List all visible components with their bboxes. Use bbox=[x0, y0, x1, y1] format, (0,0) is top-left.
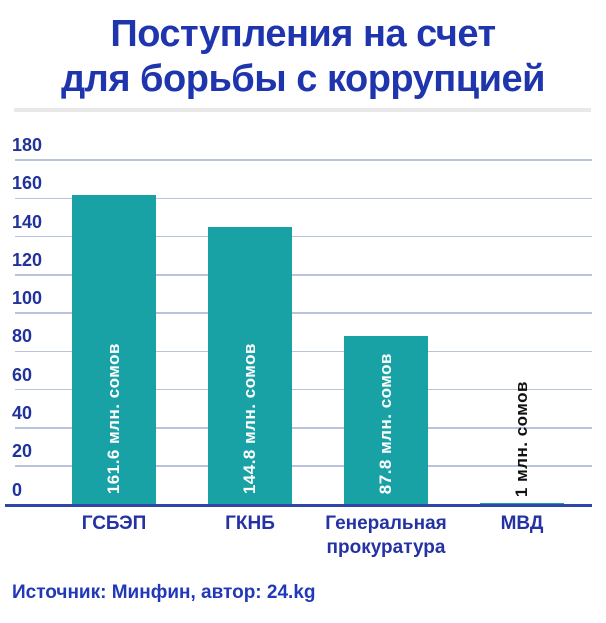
y-axis-tick-label: 140 bbox=[12, 211, 43, 232]
y-axis-tick-label: 120 bbox=[12, 249, 43, 270]
y-axis-tick-label: 180 bbox=[12, 135, 43, 155]
gridline bbox=[15, 350, 592, 353]
bar-value-label: 144.8 млн. сомов bbox=[240, 343, 259, 495]
gridline bbox=[15, 274, 592, 276]
gridline bbox=[15, 235, 592, 238]
gridline bbox=[15, 465, 592, 467]
gridline bbox=[15, 159, 592, 161]
y-axis-tick-label: 80 bbox=[12, 326, 33, 347]
chart-title-line1: Поступления на счет bbox=[110, 13, 496, 55]
bar-group: 161.6 млн. сомов ГСБЭП bbox=[46, 0, 182, 623]
y-axis-tick-label: 0 bbox=[12, 479, 23, 500]
bar bbox=[480, 502, 564, 505]
bar: 161.6 млн. сомов bbox=[72, 195, 156, 505]
bar-value-label-wrap: 161.6 млн. сомов bbox=[72, 343, 156, 494]
chart-title-line2: для борьбы с коррупцией bbox=[61, 58, 545, 100]
title-divider bbox=[14, 108, 591, 112]
chart-title: Поступления на счет для борьбы с коррупц… bbox=[0, 12, 606, 102]
bar-value-label: 1 млн. сомов bbox=[512, 381, 531, 498]
x-axis-category-label: ГСБЭП bbox=[81, 513, 147, 534]
y-axis-tick-label: 60 bbox=[12, 364, 33, 385]
bar-value-label: 161.6 млн. сомов bbox=[104, 343, 123, 495]
gridline bbox=[15, 388, 592, 391]
bar-value-label-wrap: 144.8 млн. сомов bbox=[208, 343, 292, 494]
x-axis-category-label: Генеральная прокуратура bbox=[325, 513, 447, 558]
bar-group: 144.8 млн. сомов ГКНБ bbox=[182, 0, 318, 623]
x-axis-category-label: ГКНБ bbox=[225, 513, 275, 534]
gridline bbox=[15, 197, 592, 200]
y-axis-tick-label: 100 bbox=[12, 288, 43, 309]
bar-group: 1 млн. сомов МВД bbox=[454, 0, 590, 623]
bar-value-label: 87.8 млн. сомов bbox=[376, 353, 395, 495]
bar-group: 87.8 млн. сомов Генеральная прокуратура bbox=[318, 0, 454, 623]
gridline bbox=[15, 312, 592, 314]
y-axis-tick-label: 40 bbox=[12, 402, 33, 423]
y-axis-tick-label: 20 bbox=[12, 441, 33, 462]
bar-value-label-wrap: 87.8 млн. сомов bbox=[344, 353, 428, 494]
gridline bbox=[15, 427, 592, 429]
x-axis-line bbox=[5, 503, 592, 507]
y-axis-tick-label: 160 bbox=[12, 173, 43, 194]
bar: 144.8 млн. сомов bbox=[208, 227, 292, 505]
bar: 87.8 млн. сомов bbox=[344, 336, 428, 505]
x-axis-category-label: МВД bbox=[500, 513, 544, 534]
source-caption: Источник: Минфин, автор: 24.kg bbox=[12, 582, 316, 603]
bar-value-label-wrap: 1 млн. сомов bbox=[454, 381, 590, 497]
